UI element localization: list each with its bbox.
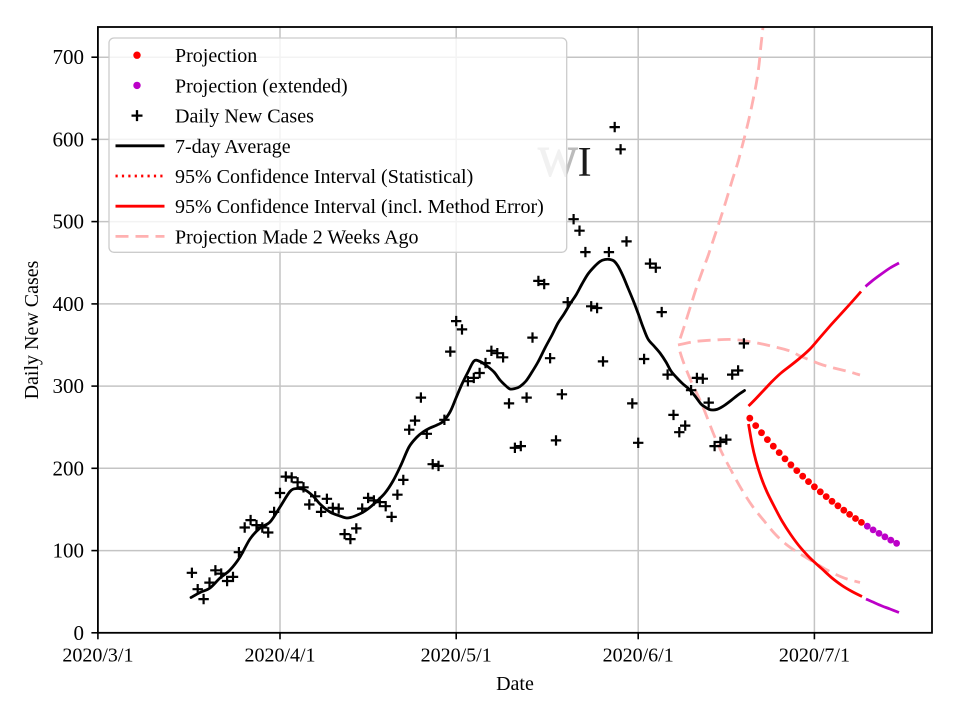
svg-text:95% Confidence Interval (incl.: 95% Confidence Interval (incl. Method Er… <box>175 196 544 218</box>
svg-text:Projection (extended): Projection (extended) <box>175 75 348 97</box>
svg-text:2020/5/1: 2020/5/1 <box>421 645 492 667</box>
svg-text:2020/3/1: 2020/3/1 <box>62 645 133 667</box>
svg-text:300: 300 <box>53 374 85 398</box>
svg-text:2020/6/1: 2020/6/1 <box>603 645 674 667</box>
svg-text:Projection: Projection <box>175 45 257 67</box>
svg-text:Daily New Cases: Daily New Cases <box>21 260 43 399</box>
svg-text:400: 400 <box>53 292 85 316</box>
svg-text:600: 600 <box>53 127 85 151</box>
svg-text:Daily New Cases: Daily New Cases <box>175 106 314 128</box>
svg-text:Date: Date <box>496 673 534 695</box>
svg-text:500: 500 <box>53 210 85 234</box>
svg-text:200: 200 <box>53 456 85 480</box>
svg-text:7-day Average: 7-day Average <box>175 136 291 158</box>
svg-text:700: 700 <box>53 45 85 69</box>
svg-text:2020/4/1: 2020/4/1 <box>244 645 315 667</box>
svg-text:2020/7/1: 2020/7/1 <box>779 645 850 667</box>
svg-text:0: 0 <box>74 621 85 645</box>
svg-text:Projection Made 2 Weeks Ago: Projection Made 2 Weeks Ago <box>175 226 419 248</box>
svg-text:100: 100 <box>53 539 85 563</box>
svg-text:95% Confidence Interval (Stati: 95% Confidence Interval (Statistical) <box>175 166 473 188</box>
